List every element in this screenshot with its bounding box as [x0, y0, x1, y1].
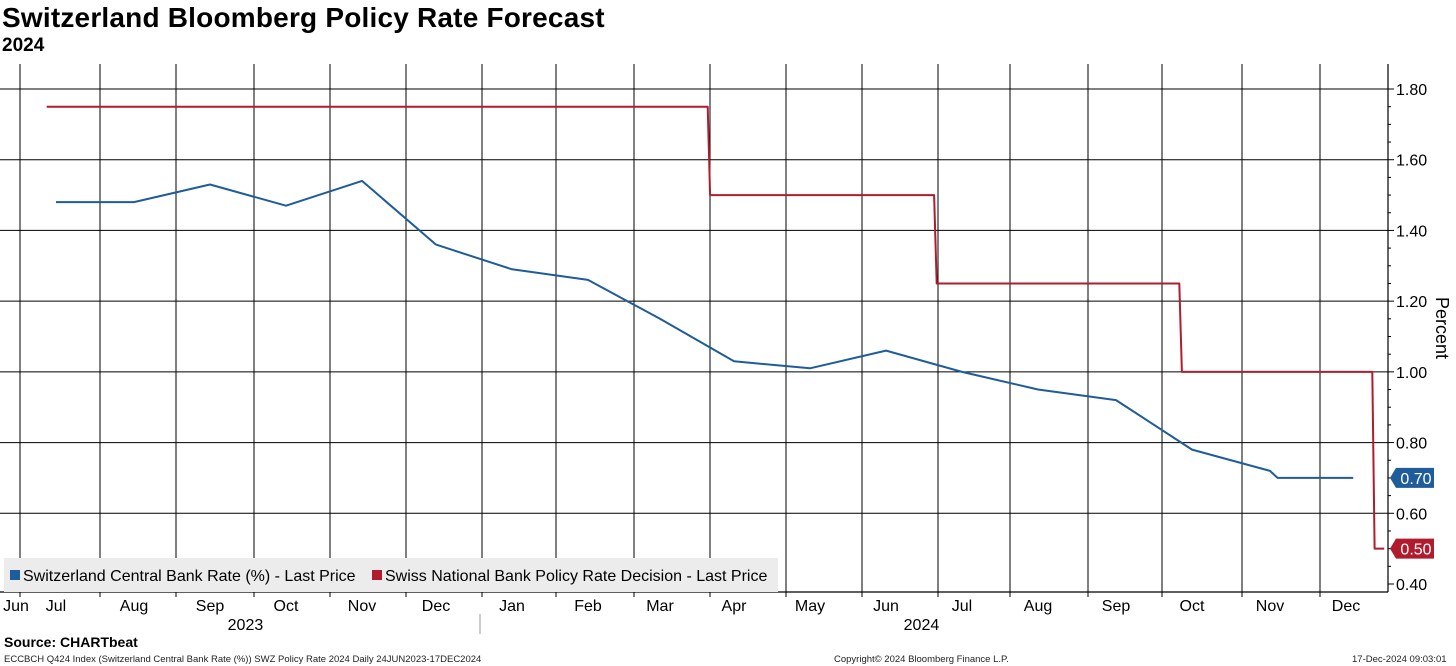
y-tick-label: 1.00 — [1396, 365, 1427, 382]
x-month-label: May — [795, 598, 825, 615]
legend-label: Switzerland Central Bank Rate (%) - Last… — [23, 568, 356, 585]
series-line-central-bank-rate — [56, 179, 1354, 479]
copyright-text: Copyright© 2024 Bloomberg Finance L.P. — [834, 654, 1009, 665]
x-year-label: 2024 — [904, 617, 940, 634]
x-month-label: Jan — [499, 598, 525, 615]
y-tick-label: 0.80 — [1396, 436, 1427, 453]
x-month-label: Aug — [120, 598, 148, 615]
y-tick-label: 1.80 — [1396, 82, 1427, 99]
y-tick-label: 1.40 — [1396, 223, 1427, 240]
x-month-label: Mar — [646, 598, 674, 615]
y-axis-title: Percent — [1432, 297, 1452, 359]
x-month-label: Jul — [46, 598, 66, 615]
legend-label: Swiss National Bank Policy Rate Decision… — [385, 568, 767, 585]
chart-title: Switzerland Bloomberg Policy Rate Foreca… — [2, 2, 605, 33]
chart-subtitle: 2024 — [2, 35, 45, 56]
x-month-label: Oct — [274, 598, 299, 615]
x-month-label: Dec — [422, 598, 450, 615]
last-value-label: 0.70 — [1400, 471, 1431, 488]
y-tick-label: 1.20 — [1396, 294, 1427, 311]
series-line-policy-rate-decision — [46, 105, 1385, 550]
x-month-label: Jun — [873, 598, 899, 615]
last-value-badge — [1390, 538, 1434, 559]
x-month-label: Nov — [1256, 598, 1284, 615]
y-tick-label: 0.40 — [1396, 577, 1427, 594]
source-label: Source: CHARTbeat — [4, 634, 138, 650]
legend-box — [4, 558, 778, 592]
y-tick-label: 0.60 — [1396, 506, 1427, 523]
x-year-label: 2023 — [228, 617, 264, 634]
index-info: ECCBCH Q424 Index (Switzerland Central B… — [4, 654, 482, 665]
x-month-label: Jun — [3, 598, 29, 615]
legend-swatch — [10, 570, 20, 580]
x-month-label: Sep — [196, 598, 225, 615]
x-month-label: Apr — [722, 598, 748, 615]
x-month-label: Sep — [1102, 598, 1131, 615]
x-month-label: Dec — [1332, 598, 1360, 615]
legend-swatch — [372, 570, 382, 580]
timestamp-text: 17-Dec-2024 09:03:01 — [1352, 654, 1447, 665]
x-month-label: Nov — [348, 598, 376, 615]
y-tick-label: 1.60 — [1396, 153, 1427, 170]
x-month-label: Jul — [952, 598, 972, 615]
x-month-label: Oct — [1180, 598, 1205, 615]
last-value-badge — [1390, 467, 1434, 488]
last-value-label: 0.50 — [1400, 542, 1431, 559]
x-month-label: Aug — [1024, 598, 1052, 615]
x-month-label: Feb — [574, 598, 602, 615]
